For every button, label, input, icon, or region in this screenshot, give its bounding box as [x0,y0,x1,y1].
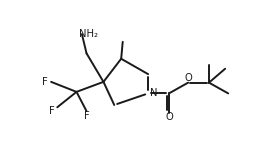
Text: F: F [84,111,90,121]
Text: O: O [165,112,173,122]
Text: O: O [184,73,192,83]
Text: F: F [42,77,48,87]
Text: N: N [150,88,157,98]
Text: F: F [49,106,55,116]
Text: NH₂: NH₂ [79,29,98,39]
